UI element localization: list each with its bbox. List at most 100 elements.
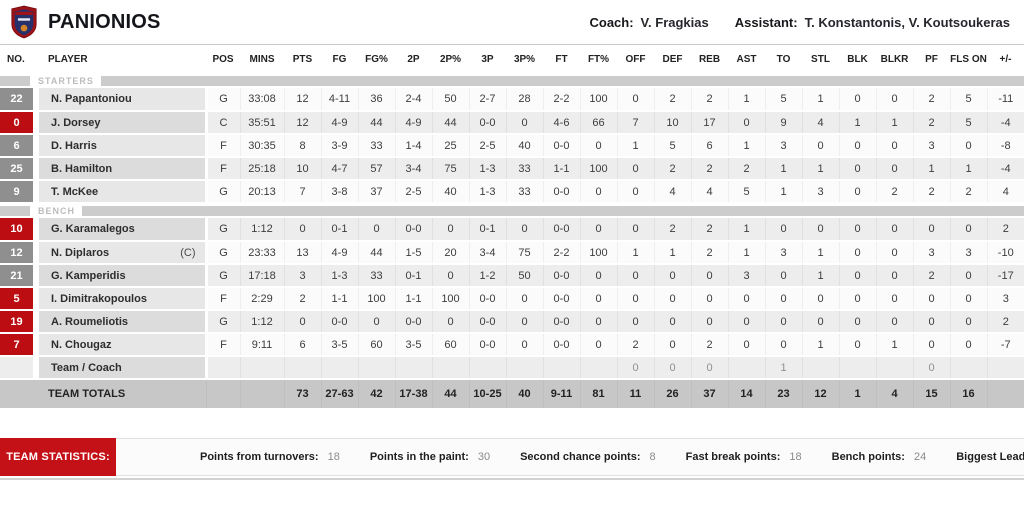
stat-cell: 3	[986, 287, 1024, 311]
player-row: 10 G. Karamalegos G 1:12 0 0-1 0 0-0 0 0-1 0 0-0 0 0 2…	[0, 218, 1024, 242]
stat-cell: 0	[505, 310, 543, 334]
player-name-cell: N. Diplaros (C)	[36, 241, 208, 265]
stat-cell: 44	[357, 111, 395, 135]
column-header-reb: REB	[698, 54, 721, 65]
stat-cell: 0	[616, 180, 654, 204]
stat-cell: 2	[727, 157, 765, 181]
starters-section: STARTERS	[0, 75, 1024, 86]
column-header-pos: POS	[212, 54, 234, 65]
team-totals-row: TEAM TOTALS 73 27-63 42 17-38 44 10-25 40 9-11 81…	[0, 379, 1024, 410]
stat-cell: 33:08	[239, 88, 284, 112]
stat-cell: 27-63	[320, 379, 358, 410]
column-header-ftpct: FT%	[587, 54, 610, 65]
stat-cell: 0	[616, 157, 654, 181]
stat-cell: 0	[727, 111, 765, 135]
stat-cell: 2	[653, 88, 691, 112]
player-row: 9 T. McKee G 20:13 7 3-8 37 2-5 40 1-3 33 0-0 0 0 4 4 5 1…	[0, 180, 1024, 204]
stat-cell: 25:18	[239, 157, 284, 181]
stat-cell: 0	[579, 180, 617, 204]
stat-cell: 9-11	[542, 379, 580, 410]
stat-cell: 1:12	[239, 218, 284, 242]
stat-cell: 1	[801, 264, 839, 288]
stat-cell: -17	[986, 264, 1024, 288]
stat-cell: 25	[431, 134, 469, 158]
stat-cell: G	[205, 88, 240, 112]
stat-cell: -7	[986, 333, 1024, 357]
team-name: PANIONIOS	[48, 10, 161, 33]
stat-cell: 0-0	[542, 333, 580, 357]
stat-cell: 1-2	[468, 264, 506, 288]
stat-cell: 0-0	[468, 287, 506, 311]
stat-cell: 0	[838, 241, 876, 265]
stat-cell	[357, 356, 395, 380]
stat-cell: 100	[357, 287, 395, 311]
stat-cell: 2-5	[468, 134, 506, 158]
stat-cell: 4-7	[320, 157, 358, 181]
stat-cell: 0	[579, 134, 617, 158]
stat-cell: 1-4	[394, 134, 432, 158]
stat-cell: -11	[986, 88, 1024, 112]
stat-cell	[727, 356, 765, 380]
column-header-2p: 2P	[407, 54, 420, 65]
stat-cell: 0	[653, 333, 691, 357]
stat-cell: 5	[727, 180, 765, 204]
stat-cell: 0	[579, 287, 617, 311]
stat-cell: 0	[875, 241, 913, 265]
stat-cell: 0	[949, 333, 987, 357]
coach-info: Coach: V. Fragkias Assistant: T. Konstan…	[589, 15, 1010, 30]
stat-cell: 2	[653, 157, 691, 181]
stat-cell: 1-3	[468, 180, 506, 204]
player-row: 25 B. Hamilton F 25:18 10 4-7 57 3-4 75 1-3 33 1-1 1…	[0, 157, 1024, 181]
stat-cell: 0	[875, 310, 913, 334]
player-row: 19 A. Roumeliotis G 1:12 0 0-0 0 0-0 0 0-0 0 0-0 0 0 0…	[0, 310, 1024, 334]
stat-cell: 37	[690, 379, 728, 410]
stat-cell: 1-3	[468, 157, 506, 181]
stat-cell	[239, 379, 284, 410]
stat-cell	[431, 356, 469, 380]
stat-cell: 17-38	[394, 379, 432, 410]
stat-cell: 0-0	[394, 310, 432, 334]
stat-cell: 1-1	[394, 287, 432, 311]
stat-cell: -4	[986, 111, 1024, 135]
stat-cell: 0	[838, 180, 876, 204]
stat-cell: 0	[949, 287, 987, 311]
coach-name: V. Fragkias	[640, 14, 709, 30]
section-label: BENCH	[38, 206, 76, 216]
team-stat-value: 30	[477, 451, 491, 463]
stat-cell: 75	[505, 241, 543, 265]
stat-cell: 20:13	[239, 180, 284, 204]
team-statistics-title: TEAM STATISTICS:	[0, 438, 116, 476]
player-name-cell: T. McKee	[36, 180, 208, 204]
column-header-def: DEF	[662, 54, 683, 65]
stat-cell: 5	[764, 88, 802, 112]
stat-cell: 0	[875, 157, 913, 181]
stat-cell: 0	[653, 287, 691, 311]
player-name-cell: I. Dimitrakopoulos	[36, 287, 208, 311]
stat-cell: F	[205, 333, 240, 357]
stat-cell: 0	[579, 264, 617, 288]
player-name: N. Papantoniou	[51, 93, 132, 105]
stat-cell: 0	[653, 264, 691, 288]
stat-cell: 0	[431, 218, 469, 242]
team-stat-value: 8	[649, 451, 656, 463]
assistant-label: Assistant:	[734, 14, 798, 30]
stat-cell: 0	[690, 264, 728, 288]
stat-cell: 0-0	[542, 264, 580, 288]
stat-cell: 0	[727, 310, 765, 334]
column-header-pts: PTS	[292, 54, 313, 65]
stat-cell: G	[205, 180, 240, 204]
stat-cell: 100	[579, 157, 617, 181]
stat-cell: G	[205, 264, 240, 288]
stat-cell: 3	[764, 134, 802, 158]
stat-cell: 3	[764, 241, 802, 265]
column-header-player: PLAYER	[48, 54, 88, 65]
starters-section-row: STARTERS	[0, 73, 1024, 88]
player-name-cell: A. Roumeliotis	[36, 310, 208, 334]
player-name: N. Chougaz	[51, 338, 112, 351]
player-name-cell: J. Dorsey	[36, 111, 208, 135]
stat-cell: 0	[838, 88, 876, 112]
stat-cell: 1	[949, 157, 987, 181]
stat-cell: 0	[875, 287, 913, 311]
stat-cell: 2	[949, 180, 987, 204]
stat-cell	[283, 356, 321, 380]
